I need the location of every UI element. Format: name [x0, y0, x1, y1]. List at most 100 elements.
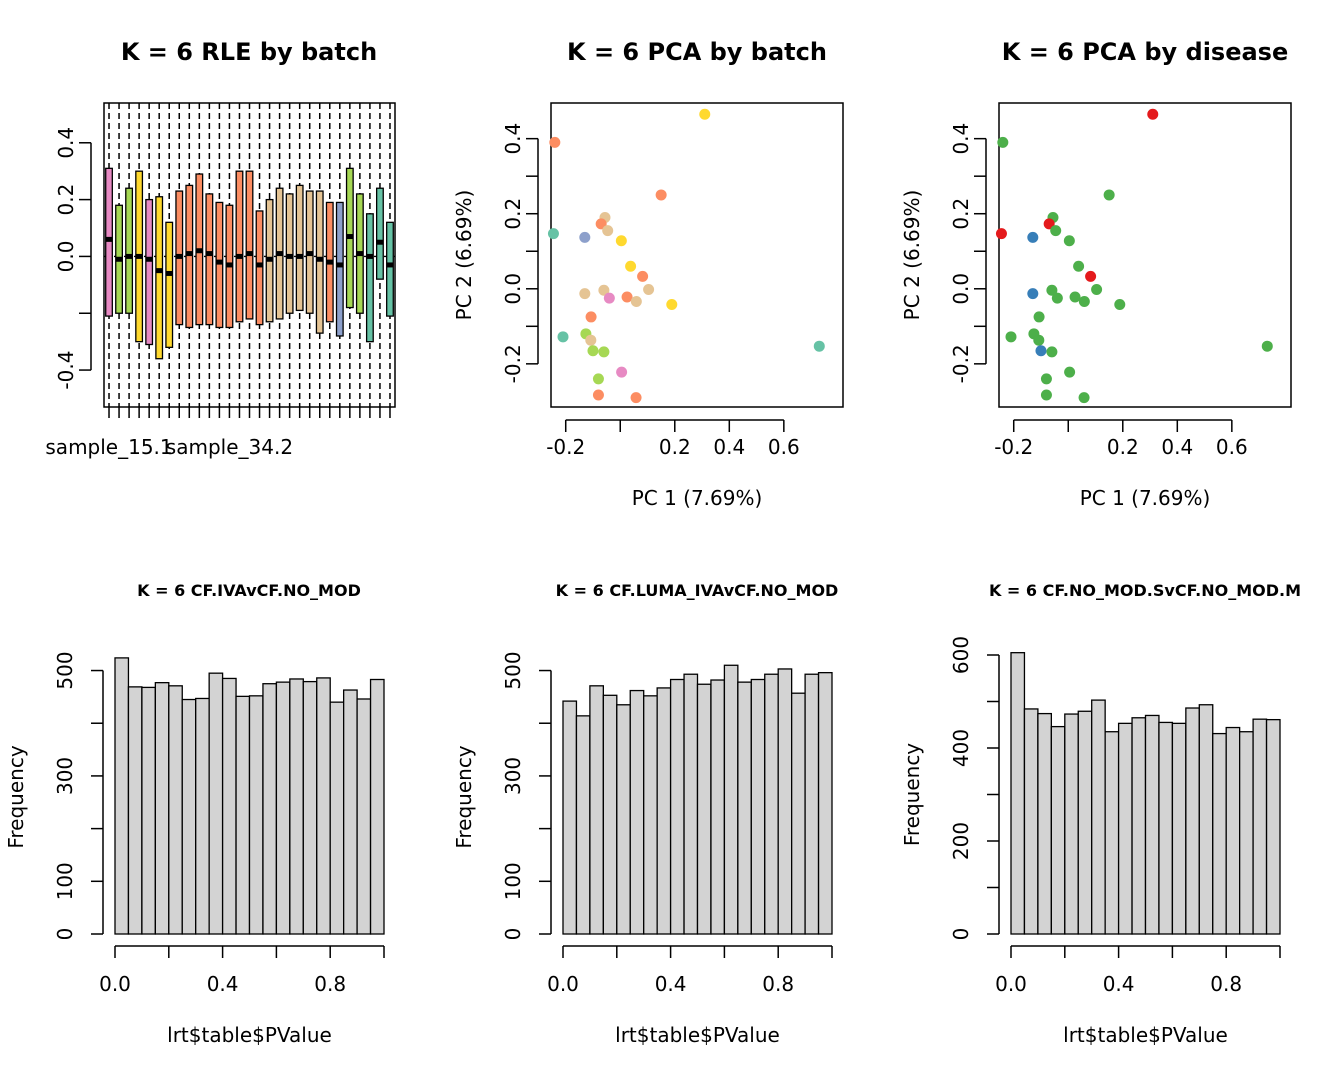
point-3 — [655, 189, 667, 201]
chart-title: K = 6 CF.NO_MOD.SvCF.NO_MOD.M — [989, 581, 1301, 600]
point-18 — [1114, 299, 1126, 311]
x-tick-label: 0.4 — [1161, 435, 1193, 459]
y-tick-label: 0.0 — [949, 273, 973, 305]
histogram-luma-ivavcf-panel: K = 6 CF.LUMA_IVAvCF.NO_MOD 0.0 0.4 0.8 lrt$… — [452, 581, 838, 1047]
chart-title: K = 6 CF.LUMA_IVAvCF.NO_MOD — [556, 581, 839, 600]
bar-12 — [710, 679, 726, 935]
point-14 — [643, 284, 655, 296]
y-tick-label: 0 — [949, 928, 973, 941]
box-28 — [375, 187, 384, 280]
box-27 — [365, 213, 374, 343]
point-9 — [615, 235, 627, 247]
y-tick-label: 100 — [53, 862, 77, 900]
bar-20 — [369, 678, 385, 935]
bar-20 — [817, 671, 833, 935]
point-15 — [621, 291, 633, 303]
y-tick-label: 300 — [501, 757, 525, 795]
point-24 — [587, 345, 599, 357]
box-9 — [185, 184, 194, 329]
bar-11 — [1144, 714, 1160, 935]
x-tick-label: 0.8 — [762, 972, 794, 996]
x-axis-label: lrt$table$PValue — [615, 1023, 780, 1047]
y-tick-label: 0.2 — [949, 198, 973, 230]
point-29 — [1078, 392, 1090, 404]
y-axis-label: Frequency — [900, 743, 924, 846]
plot-frame — [550, 102, 844, 408]
chart-title: K = 6 CF.IVAvCF.NO_MOD — [137, 581, 361, 600]
x-tick-label: -0.2 — [994, 435, 1033, 459]
bar-4 — [602, 694, 618, 935]
y-axis-label: PC 2 (6.69%) — [900, 190, 924, 321]
histogram-ivavcf-panel: K = 6 CF.IVAvCF.NO_MOD 0.0 0.4 0.8 lrt$table… — [4, 581, 385, 1047]
x-axis-label: PC 1 (7.69%) — [632, 486, 763, 510]
point-12 — [598, 284, 610, 296]
bar-16 — [764, 673, 779, 935]
box-29 — [386, 221, 394, 317]
histogram-no-mod-s-panel: K = 6 CF.NO_MOD.SvCF.NO_MOD.M 0.0 0.4 0.8 lr… — [900, 581, 1301, 1047]
box-20 — [295, 184, 304, 312]
y-axis-label: Frequency — [452, 745, 476, 848]
bar-18 — [1239, 731, 1254, 935]
point-19 — [585, 311, 597, 323]
point-22 — [585, 334, 597, 346]
point-23 — [1046, 346, 1058, 358]
bar-2 — [127, 686, 143, 935]
point-25 — [813, 340, 825, 352]
point-27 — [1040, 373, 1052, 385]
box-15 — [245, 170, 254, 320]
x-tick-label: 0.4 — [713, 435, 745, 459]
bar-17 — [329, 701, 345, 935]
point-9 — [1063, 235, 1075, 247]
box-3 — [125, 187, 134, 314]
bar-17 — [777, 668, 793, 935]
point-7 — [547, 228, 559, 240]
bar-11 — [248, 695, 264, 935]
y-tick-label: 0.4 — [949, 123, 973, 155]
bar-3 — [141, 686, 156, 935]
bar-18 — [342, 689, 358, 935]
point-10 — [625, 260, 637, 272]
y-axis-label: PC 2 (6.69%) — [452, 190, 476, 321]
point-21 — [557, 331, 569, 343]
bar-1 — [1010, 652, 1026, 935]
bar-20 — [1265, 718, 1281, 935]
point-2 — [699, 108, 711, 120]
point-11 — [1085, 270, 1097, 282]
bar-5 — [168, 685, 183, 935]
bar-3 — [1037, 712, 1053, 935]
x-tick-label: 0.4 — [1103, 972, 1135, 996]
bar-13 — [723, 664, 739, 935]
bar-15 — [1198, 704, 1214, 935]
point-3 — [1103, 189, 1115, 201]
pca-by-batch-panel: K = 6 PCA by batch -0.2 0.2 0.4 0.6 PC 1 (7.6… — [452, 38, 844, 510]
x-tick-label: 0.6 — [1216, 435, 1248, 459]
bar-12 — [262, 683, 278, 935]
point-6 — [1050, 225, 1062, 237]
point-15 — [1069, 291, 1081, 303]
box-1 — [105, 167, 113, 317]
bar-6 — [181, 698, 197, 935]
point-28 — [1040, 389, 1052, 401]
point-24 — [1035, 345, 1047, 357]
bar-13 — [275, 681, 291, 935]
bar-2 — [575, 715, 591, 935]
point-26 — [616, 366, 628, 378]
y-tick-label: 0 — [53, 928, 77, 941]
bar-11 — [696, 683, 712, 935]
bar-12 — [1158, 721, 1174, 935]
x-axis-label: lrt$table$PValue — [167, 1023, 332, 1047]
point-5 — [1043, 218, 1055, 230]
point-16 — [1051, 292, 1063, 304]
y-tick-label: 0.0 — [54, 241, 78, 273]
point-14 — [1091, 284, 1103, 296]
x-tick-label: 0.0 — [547, 972, 579, 996]
bar-1 — [114, 657, 130, 935]
y-axis-label: Frequency — [4, 745, 28, 848]
bar-18 — [791, 692, 806, 935]
box-11 — [205, 193, 214, 326]
x-tick-label: sample_34.2 — [166, 435, 293, 459]
bar-19 — [356, 698, 372, 935]
bar-10 — [683, 673, 699, 935]
y-tick-label: 0.2 — [501, 198, 525, 230]
